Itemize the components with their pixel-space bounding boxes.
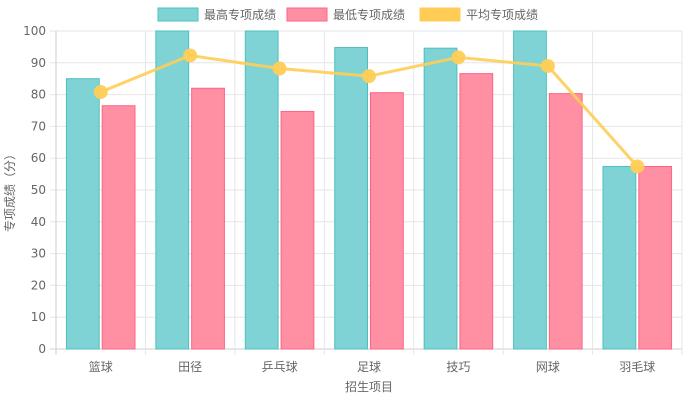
bar-max [155,30,190,350]
y-tick-label: 0 [38,342,46,356]
legend-swatch [286,7,328,22]
bar-min [101,105,136,350]
bar-max [602,165,637,350]
y-tick-label: 70 [31,119,46,133]
bar-min [638,165,673,350]
legend-label: 最高专项成绩 [204,7,276,22]
y-tick-label: 60 [31,151,46,165]
x-tick-label: 技巧 [446,360,470,374]
bar-max [423,47,458,350]
average-point [540,58,555,73]
line-layer [93,48,645,174]
x-tick-label: 羽毛球 [619,360,655,374]
x-tick-label: 乒乓球 [262,360,298,374]
y-tick-label: 40 [31,215,46,229]
legend-label: 平均专项成绩 [466,7,538,22]
legend: 最高专项成绩 最低专项成绩 平均专项成绩 [157,7,538,22]
y-axis-title: 专项成绩（分） [2,148,17,232]
y-tick-label: 50 [31,183,46,197]
average-point [272,61,287,76]
x-axis-title: 招生项目 [345,380,393,394]
average-point [183,48,198,63]
y-tick-label: 20 [31,278,46,292]
legend-label: 最低专项成绩 [333,7,405,22]
bars-layer [65,30,673,350]
axis-layer: 0 10 20 30 40 50 60 70 80 90 100 篮球 田径 乒乓球 足球 技巧 网球 羽毛球 [23,24,655,374]
y-tick-label: 10 [31,310,46,324]
bar-max [65,78,100,350]
bar-min [370,92,404,350]
y-tick-label: 100 [23,24,46,38]
average-point [93,85,108,100]
bar-max [513,30,547,350]
y-tick-label: 80 [31,88,46,102]
y-tick-label: 30 [31,247,46,261]
x-tick-label: 网球 [536,360,560,374]
bar-min [280,110,315,350]
bar-min [459,73,494,350]
legend-swatch [157,7,199,22]
legend-swatch [419,7,461,22]
bar-max [244,30,279,350]
bar-min [548,93,583,350]
average-point [451,50,466,65]
x-tick-label: 足球 [357,360,381,374]
x-tick-label: 田径 [178,360,202,374]
bar-min [191,87,225,350]
bar-max [334,47,369,350]
y-tick-label: 90 [31,56,46,70]
average-point [362,69,376,84]
x-tick-label: 篮球 [89,359,113,374]
average-point [630,159,645,174]
